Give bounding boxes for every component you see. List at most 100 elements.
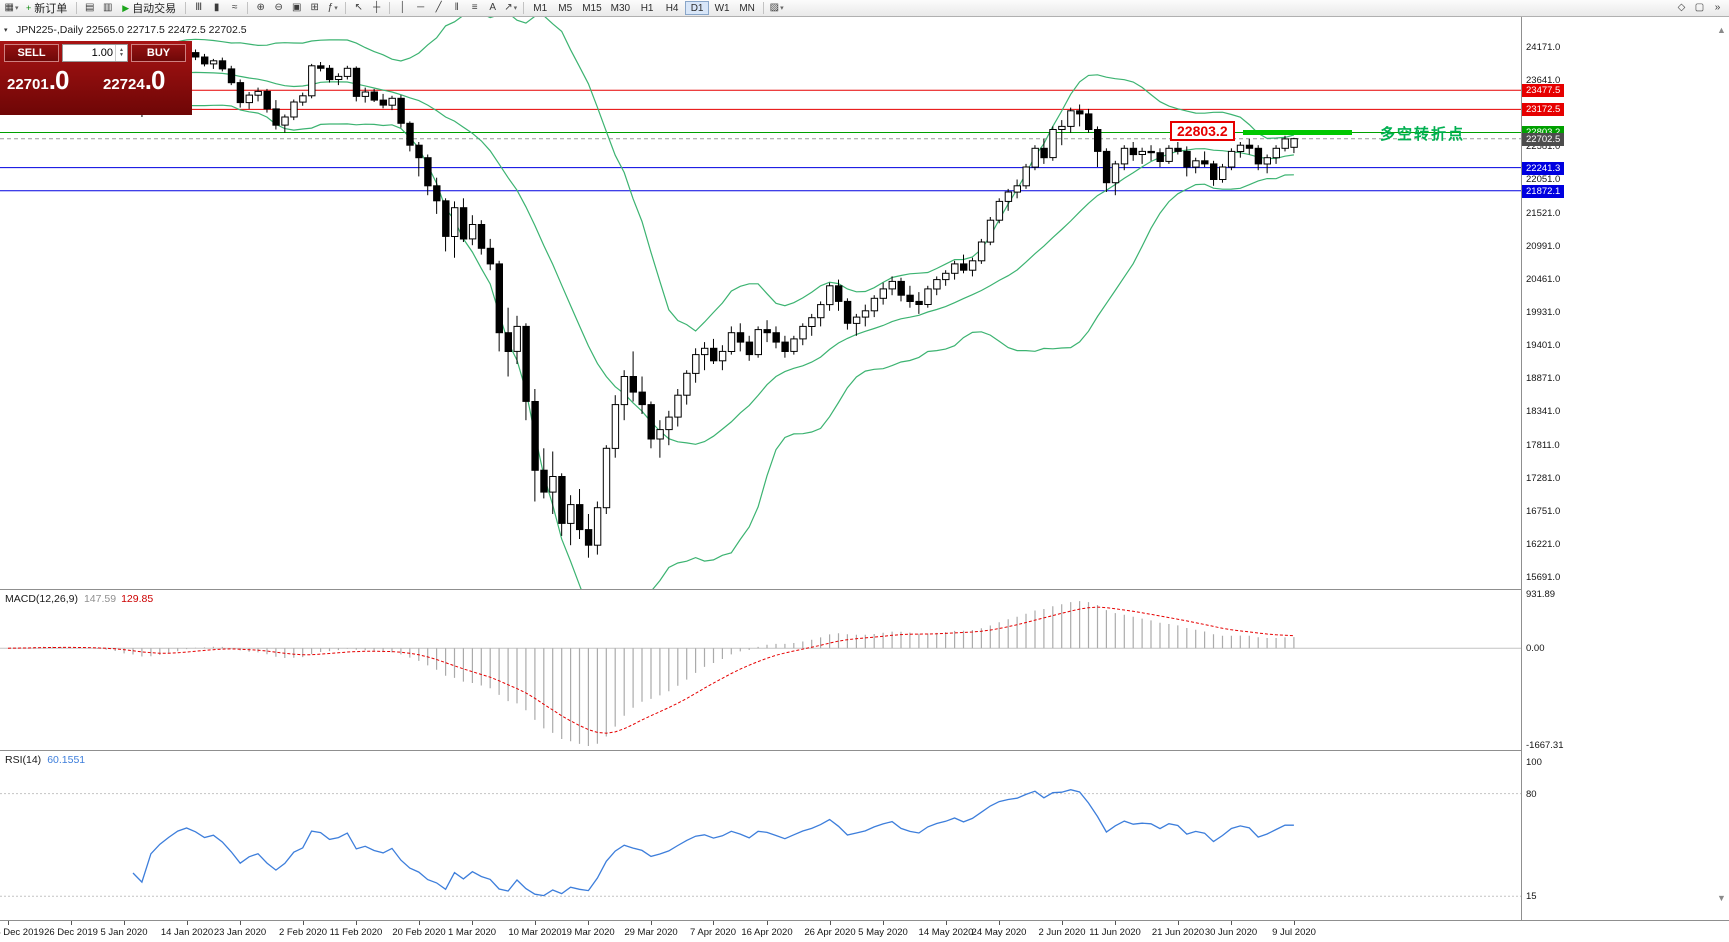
navigator-icon: ▥ (103, 2, 113, 13)
macd-main-value: 147.59 (83, 593, 117, 605)
x-axis-label: 9 Jul 2020 (1272, 927, 1316, 938)
timeframe-w1-button[interactable]: W1 (714, 2, 730, 14)
cursor-icon: ↖ (354, 2, 363, 13)
x-axis-label: 16 Apr 2020 (741, 927, 793, 938)
scroll-down-icon[interactable]: ▼ (1717, 893, 1726, 903)
x-axis-label: 1 Mar 2020 (447, 927, 497, 938)
one-click-trading-panel: SELL 1.00 ▲ ▼ BUY 22701.0 22724.0 (0, 41, 192, 115)
scroll-up-icon[interactable]: ▲ (1717, 25, 1726, 35)
macd-rsi-separator[interactable] (0, 750, 1729, 751)
macd-label: MACD(12,26,9) 147.59 129.85 (5, 593, 153, 605)
fullscreen-icon[interactable]: ▢ (1691, 1, 1708, 15)
channel-icon: ‖ (454, 2, 459, 13)
candles-layer (4, 49, 1298, 558)
candlestick-mode-icon[interactable]: ▮ (208, 1, 225, 15)
x-axis-tick (8, 921, 9, 925)
line-chart-mode-icon[interactable]: ≈ (226, 1, 243, 15)
horizontal-line-icon[interactable]: ─ (412, 1, 429, 15)
arrows-icon[interactable]: ↗ ▾ (502, 1, 519, 15)
x-axis-label: 21 Jun 2020 (1151, 927, 1205, 938)
timeframe-mn-button[interactable]: MN (739, 2, 755, 14)
macd-ax-label: 931.89 (1526, 589, 1556, 600)
grid-icon[interactable]: ⊞ (306, 1, 323, 15)
y-axis-label: 20991.0 (1526, 241, 1561, 252)
x-axis-tick (1178, 921, 1179, 925)
stepper-up-icon[interactable]: ▲ (119, 47, 124, 53)
trendline-icon[interactable]: ╱ (430, 1, 447, 15)
text-icon[interactable]: A (484, 1, 501, 15)
macd-panel-canvas[interactable] (0, 590, 1521, 750)
x-axis-tick (713, 921, 714, 925)
indicators-icon[interactable]: ƒ ▾ (324, 1, 341, 15)
new-order-button[interactable]: + 新订单 (21, 1, 72, 16)
x-axis-label: 2 Feb 2020 (278, 927, 328, 938)
toolbar: ▦ ▾ + 新订单 ▤ ▥ ▶ 自动交易 Ⅲ ▮ ≈ ⊕ ⊖ ▣ ⊞ ƒ ▾ ↖ ┼ │ ─ ╱ ‖ ≡ A ↗ ▾ M1 M5 M15 M… (0, 0, 1729, 17)
arrows-icon: ↗ (504, 2, 513, 13)
sell-button[interactable]: SELL (4, 44, 59, 62)
cursor-icon[interactable]: ↖ (350, 1, 367, 15)
price-axis[interactable]: 24171.023641.023111.022581.022051.021521… (1522, 17, 1729, 920)
x-axis-label: 5 Jan 2020 (100, 927, 148, 938)
new-chart-icon[interactable]: ▦ ▾ (3, 1, 20, 15)
grid-icon: ⊞ (310, 2, 319, 13)
fibonacci-icon[interactable]: ≡ (466, 1, 483, 15)
sell-price-main: 22701 (7, 76, 49, 93)
x-axis-label: 2 Jun 2020 (1038, 927, 1086, 938)
zoom-in-icon[interactable]: ⊕ (252, 1, 269, 15)
candlestick-mode-icon: ▮ (213, 2, 220, 13)
y-axis-label: 22051.0 (1526, 174, 1561, 185)
crosshair-icon[interactable]: ┼ (368, 1, 385, 15)
price-level-badge: 22241.3 (1522, 162, 1565, 175)
toolbar-overflow-icon[interactable]: » (1709, 1, 1726, 15)
rsi-panel-canvas[interactable] (0, 751, 1521, 920)
templates-icon[interactable]: ▨ ▾ (768, 1, 785, 15)
buy-button[interactable]: BUY (131, 44, 186, 62)
x-axis-label: 11 Feb 2020 (329, 927, 383, 938)
docking-icon[interactable]: ◇ (1673, 1, 1690, 15)
timeframe-d1-button[interactable]: D1 (685, 1, 710, 15)
x-axis-label: 7 Apr 2020 (690, 927, 736, 938)
timeframe-m5-button[interactable]: M5 (558, 2, 573, 14)
y-axis-label: 22581.0 (1526, 141, 1561, 152)
toolbar-separator (345, 2, 347, 14)
tile-windows-icon: ▣ (291, 2, 302, 13)
navigator-icon[interactable]: ▥ (99, 1, 116, 15)
volume-value: 1.00 (91, 47, 113, 59)
docking-icon: ◇ (1677, 2, 1686, 13)
annotation-price-box[interactable]: 22803.2 (1170, 121, 1235, 142)
timeframe-h4-button[interactable]: H4 (665, 2, 679, 14)
price-level-badge: 23477.5 (1522, 84, 1565, 97)
timeframe-m1-button[interactable]: M1 (533, 2, 548, 14)
toolbar-separator (76, 2, 78, 14)
x-axis-label: 30 Jun 2020 (1204, 927, 1258, 938)
market-watch-icon[interactable]: ▤ (81, 1, 98, 15)
volume-stepper[interactable]: ▲ ▼ (115, 45, 127, 61)
x-axis-tick (883, 921, 884, 925)
rsi-ax-label: 15 (1526, 891, 1537, 902)
tile-windows-icon[interactable]: ▣ (288, 1, 305, 15)
fullscreen-icon: ▢ (1694, 2, 1705, 13)
bar-chart-mode-icon[interactable]: Ⅲ (190, 1, 207, 15)
volume-field[interactable]: 1.00 ▲ ▼ (62, 44, 128, 62)
main-macd-separator[interactable] (0, 589, 1729, 590)
annotation-highlight-line[interactable] (1243, 129, 1352, 135)
x-axis-tick (240, 921, 241, 925)
y-axis-label: 18341.0 (1526, 406, 1561, 417)
channel-icon[interactable]: ‖ (448, 1, 465, 15)
one-click-toggle-icon[interactable]: ▾ (4, 27, 8, 34)
timeframe-m30-button[interactable]: M30 (610, 2, 631, 14)
main-chart-canvas[interactable] (0, 17, 1521, 589)
buy-price-main: 22724 (103, 76, 145, 93)
macd-ax-label: -1667.31 (1526, 740, 1564, 751)
zoom-out-icon[interactable]: ⊖ (270, 1, 287, 15)
timeframe-m15-button[interactable]: M15 (582, 2, 602, 14)
vertical-line-icon: │ (399, 2, 406, 13)
auto-trading-button[interactable]: ▶ 自动交易 (117, 1, 181, 16)
annotation-note-text[interactable]: 多空转折点 (1380, 126, 1466, 144)
y-axis-label: 17281.0 (1526, 473, 1561, 484)
timeframe-h1-button[interactable]: H1 (640, 2, 654, 14)
stepper-down-icon[interactable]: ▼ (119, 52, 124, 58)
vertical-line-icon[interactable]: │ (394, 1, 411, 15)
y-axis-label: 15691.0 (1526, 572, 1561, 583)
